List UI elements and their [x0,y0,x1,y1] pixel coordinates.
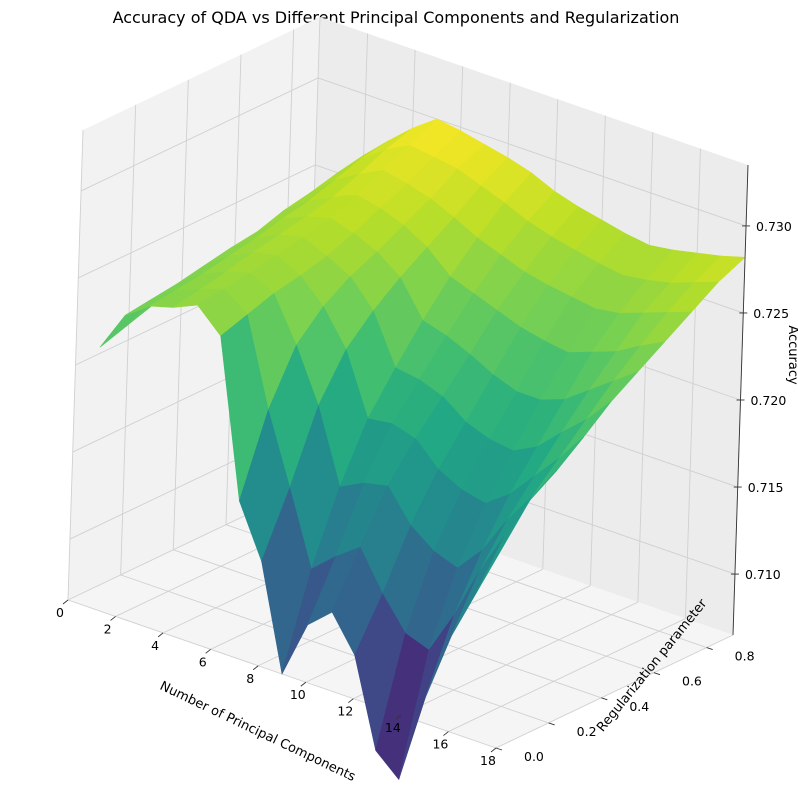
y-tick-mark [601,697,608,701]
x-tick-mark [490,747,497,753]
y-tick-label: 0.2 [577,724,597,739]
z-tick-label: 0.725 [753,306,789,321]
x-tick-mark [62,599,69,605]
x-gridline-floor [448,618,686,732]
x-gridline-floor [495,634,734,749]
y-tick-label: 0.4 [629,699,649,714]
surface-mesh [99,118,746,780]
x-tick-mark [395,714,402,720]
x-tick-label: 4 [151,638,159,653]
x-axis-label: Number of Principal Components [157,679,358,785]
y-tick-mark [495,747,503,751]
x-tick-label: 10 [290,687,306,702]
surface-face [476,500,531,593]
z-tick-label: 0.710 [745,567,781,582]
x-tick-label: 2 [104,621,112,636]
y-tick-label: 0.6 [682,674,702,689]
x-tick-label: 6 [199,654,207,669]
y-gridline-floor [120,574,549,724]
z-axis-label: Accuracy [785,325,798,385]
x-tick-label: 16 [432,737,448,752]
y-tick-mark [706,647,713,650]
x-tick-mark [252,665,259,671]
z-gridline-left [78,164,316,279]
z-gridline-left [80,77,319,192]
chart-title: Accuracy of QDA vs Different Principal C… [113,8,680,27]
y-tick-label: 0.0 [524,749,544,764]
axis-ticks: 0 2 4 6 8 10 12 14 16 18 0.0 0.2 0.4 0.6 0.8 0.710 0.715… [56,164,792,768]
x-gridline-floor [400,601,639,716]
x-tick-mark [348,698,354,704]
y-tick-mark [653,672,661,676]
x-tick-mark [205,648,211,654]
z-tick-label: 0.715 [748,480,784,495]
x-tick-mark [110,616,116,621]
x-tick-mark [443,731,449,736]
z-gridline-back [317,77,747,227]
x-tick-label: 12 [337,704,353,719]
x-tick-mark [157,632,164,638]
x-tick-label: 0 [56,605,64,620]
x-tick-mark [300,681,307,687]
x-tick-label: 14 [385,720,401,735]
x-tick-label: 8 [246,671,254,686]
y-tick-label: 0.8 [735,649,755,664]
y-tick-mark [548,722,555,726]
x-tick-label: 18 [480,753,496,768]
z-tick-label: 0.730 [756,219,792,234]
z-tick-label: 0.720 [751,393,787,408]
